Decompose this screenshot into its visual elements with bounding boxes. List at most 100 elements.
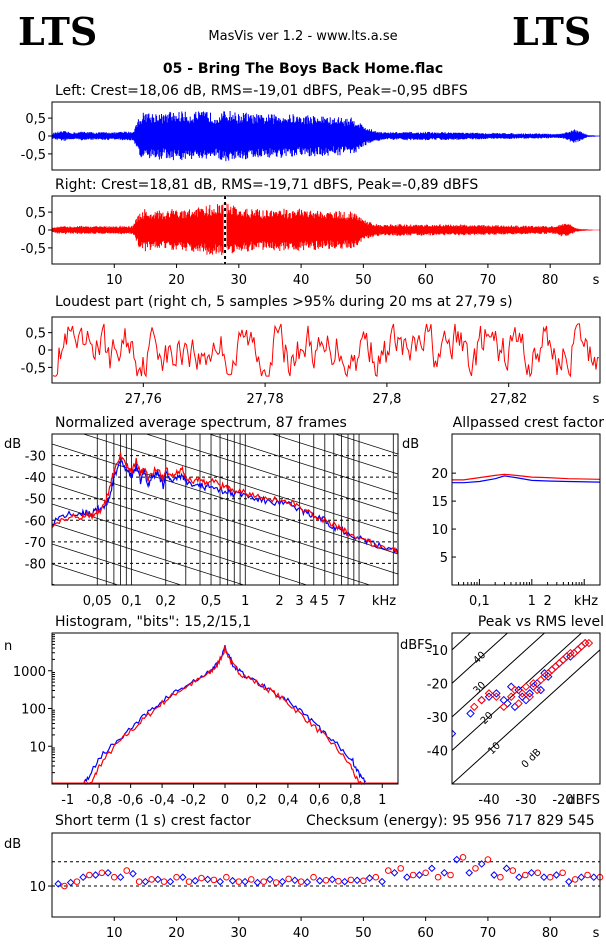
- pvr-point-right: [514, 699, 523, 708]
- stc-point-left: [266, 875, 274, 884]
- pvr-crest-label: 10: [486, 740, 503, 757]
- histogram-ylabel: n: [4, 639, 12, 654]
- loudest-part-ytick-label: -0,5: [21, 361, 46, 376]
- spectrum-ytick-label: -60: [25, 514, 46, 529]
- right_waveform-xtick-label: 10: [106, 273, 123, 288]
- stc-point-right: [148, 876, 155, 883]
- allpassed-series-left: [452, 475, 601, 484]
- pvr-crest-label: 0 dB: [520, 747, 544, 771]
- spectrum-slope-line: [52, 624, 398, 734]
- spectrum-xtick-label: 4: [310, 594, 318, 609]
- pvr-point-right: [477, 695, 486, 705]
- stc-point-right: [297, 878, 305, 885]
- stc-point-left: [203, 875, 212, 884]
- stc-point-right: [360, 877, 367, 885]
- stc-point-right: [123, 867, 131, 874]
- pvr-ytick-label: -30: [427, 711, 448, 726]
- allpassed-x-unit: kHz: [574, 594, 598, 609]
- pvr-point-right: [551, 662, 560, 671]
- short-term-crest-title: Short term (1 s) crest factor: [55, 813, 251, 829]
- loudest-part-signal: [52, 323, 600, 378]
- histogram-xtick-label: -1: [61, 793, 74, 808]
- spectrum-slope-line: [333, 434, 398, 455]
- spectrum-slope-line: [271, 434, 398, 475]
- pvr-xtick-label: -40: [478, 793, 499, 808]
- loudest-part-xtick-label: 27,78: [247, 392, 284, 407]
- stc-point-left: [315, 876, 324, 885]
- stc-point-right: [509, 867, 517, 874]
- histogram-title: Histogram, "bits": 15,2/15,1: [55, 614, 251, 630]
- pvr-frame: [451, 632, 601, 785]
- spectrum-slope-line: [145, 434, 398, 515]
- pvr-ylabel: dBFS: [400, 638, 433, 653]
- stc-point-left: [403, 873, 411, 882]
- spectrum-slope-line: [52, 443, 398, 555]
- stc-point-left: [178, 873, 187, 882]
- pvr-point-left: [466, 709, 475, 718]
- loudest-part-x-unit: s: [593, 392, 600, 407]
- stc-xtick-label: 20: [168, 926, 185, 941]
- left-waveform-title: Left: Crest=18,06 dB, RMS=-19,01 dBFS, P…: [55, 83, 468, 99]
- histogram-xtick-label: 0,6: [309, 793, 330, 808]
- stc-point-left: [452, 855, 461, 864]
- stc-point-right: [571, 876, 579, 883]
- loudest-part-xtick-label: 27,8: [372, 392, 401, 407]
- stc-point-right: [459, 854, 467, 861]
- pvr-point-right: [499, 702, 509, 712]
- spectrum-slope-line: [52, 543, 183, 585]
- stc-point-left: [552, 871, 561, 879]
- stc-point-left: [54, 880, 63, 888]
- stc-point-right: [409, 871, 417, 879]
- stc-xtick-label: 40: [293, 926, 310, 941]
- pvr-point-right: [532, 685, 542, 695]
- stc-point-left: [390, 868, 399, 877]
- pvr-point-left: [506, 682, 516, 691]
- right_waveform-xtick-label: 80: [542, 273, 559, 288]
- histogram-xtick-label: 0: [221, 793, 229, 808]
- spectrum-ytick-label: -50: [25, 493, 46, 508]
- stc-point-left: [589, 873, 598, 882]
- stc-point-right: [98, 869, 106, 877]
- pvr-point-right: [529, 679, 538, 688]
- spectrum-plot-area: [52, 434, 398, 734]
- histogram-ytick-label: 100: [21, 703, 46, 718]
- pvr-point-right: [555, 658, 564, 668]
- average-spectrum-title: Normalized average spectrum, 87 frames: [55, 415, 347, 431]
- stc-point-left: [515, 873, 523, 882]
- pvr-point-left: [503, 699, 512, 708]
- pvr-point-right: [469, 702, 479, 712]
- stc-point-right: [521, 871, 529, 879]
- allpassed-crest-panel: dB 20 15 10 5 0,1 1 2 kHz: [402, 433, 601, 609]
- stc-point-right: [160, 878, 168, 885]
- stc-point-left: [66, 878, 75, 887]
- pvr-point-right: [492, 692, 501, 701]
- loudest-part-panel: 0,5 0 -0,5 27,76 27,78 27,8 27,82 s: [21, 316, 601, 407]
- pvr-point-right: [510, 685, 520, 695]
- allpassed-ytick-label: 10: [431, 523, 448, 538]
- right_waveform-xtick-label: 50: [355, 273, 372, 288]
- pvr-xtick-label: -30: [515, 793, 536, 808]
- allpassed-ylabel: dB: [402, 437, 419, 452]
- stc-xtick-label: 10: [106, 926, 123, 941]
- histogram-xtick-label: -0,4: [149, 793, 174, 808]
- spectrum-ytick-label: -80: [25, 557, 46, 572]
- stc-point-right: [210, 876, 218, 884]
- stc-point-left: [540, 873, 548, 882]
- histogram-series-left: [82, 645, 367, 785]
- spectrum-xtick-label: 0,1: [121, 594, 142, 609]
- pvr-point-right: [547, 665, 557, 675]
- stc-point-left: [465, 868, 474, 877]
- stc-point-right: [173, 873, 180, 881]
- peak-vs-rms-title: Peak vs RMS level: [478, 614, 604, 630]
- loudest-part-ytick-label: 0: [38, 344, 46, 359]
- stc-xtick-label: 80: [542, 926, 559, 941]
- allpassed-ytick-label: 20: [431, 467, 448, 482]
- stc-point-right: [497, 873, 504, 881]
- stc-point-right: [310, 873, 317, 881]
- histogram-series-right: [82, 646, 366, 785]
- stc-point-right: [484, 856, 492, 863]
- spectrum-series-right: [52, 452, 398, 555]
- pvr-ytick-label: -20: [427, 677, 448, 692]
